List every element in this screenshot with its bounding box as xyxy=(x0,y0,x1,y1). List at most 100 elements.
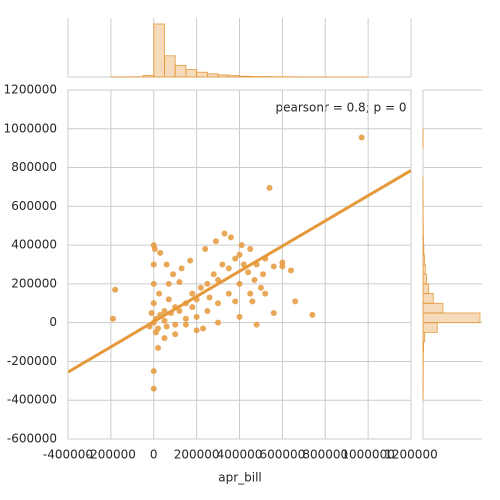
marginal-x-bar xyxy=(185,69,198,78)
point xyxy=(245,269,252,276)
point xyxy=(292,298,299,305)
marginal-y-bar xyxy=(422,293,434,304)
point xyxy=(262,290,269,297)
marginal-y-bar xyxy=(422,302,444,314)
marginal-x-bar xyxy=(217,74,230,78)
point xyxy=(189,304,196,311)
point xyxy=(287,267,294,274)
x-tick-label: 1200000 xyxy=(384,448,437,462)
point xyxy=(193,327,200,334)
point xyxy=(247,290,254,297)
x-tick-label: 400000 xyxy=(217,448,263,462)
point xyxy=(151,245,158,252)
point xyxy=(238,242,245,249)
marginal-y-bar xyxy=(422,341,424,353)
x-tick-label: -200000 xyxy=(86,448,136,462)
point xyxy=(309,311,316,318)
plot-layer: -400000-200000 0 2000004000006000008000001… xyxy=(4,18,482,462)
axes-frame xyxy=(67,89,412,440)
y-tick-label: 600000 xyxy=(11,199,57,213)
marginal-x-bar xyxy=(206,73,219,78)
y-tick-label: 1000000 xyxy=(4,121,57,135)
point xyxy=(236,313,243,320)
point xyxy=(225,265,232,272)
marginal-x-bar xyxy=(239,75,251,78)
marginal-y-bar xyxy=(422,254,425,265)
point xyxy=(266,184,273,191)
y-tick-label: -600000 xyxy=(7,432,57,446)
point xyxy=(172,321,179,328)
marginal-y-bar xyxy=(422,331,426,343)
point xyxy=(270,263,277,270)
point xyxy=(182,315,189,322)
point xyxy=(232,298,239,305)
point xyxy=(148,309,155,316)
point xyxy=(210,271,217,278)
point xyxy=(358,134,365,141)
point xyxy=(178,265,185,272)
y-tick-label: 1200000 xyxy=(4,83,57,97)
x-tick-label: 800000 xyxy=(302,448,348,462)
marginal-y-bar xyxy=(422,273,427,285)
point xyxy=(240,261,247,268)
point xyxy=(253,321,260,328)
point xyxy=(182,321,189,328)
point xyxy=(155,344,162,351)
point xyxy=(202,245,209,252)
point xyxy=(150,280,157,287)
marginal-x-bar xyxy=(196,71,208,78)
marginal-y-bar xyxy=(422,283,430,294)
y-tick-label: 400000 xyxy=(11,238,57,252)
point xyxy=(187,257,194,264)
point xyxy=(219,261,226,268)
regression-line xyxy=(68,169,411,374)
point xyxy=(112,286,119,293)
point xyxy=(156,290,163,297)
point xyxy=(257,284,264,291)
point xyxy=(176,308,183,315)
point xyxy=(204,308,211,315)
point xyxy=(204,280,211,287)
x-axis-label: apr_bill xyxy=(218,471,262,485)
y-tick-label: -200000 xyxy=(7,354,57,368)
point xyxy=(236,251,243,258)
marginal-x-bar xyxy=(164,55,176,78)
point xyxy=(150,368,157,375)
x-tick-label: -400000 xyxy=(43,448,93,462)
point xyxy=(215,300,222,307)
point xyxy=(152,329,159,336)
point xyxy=(165,280,172,287)
point xyxy=(161,335,168,342)
point xyxy=(157,249,164,256)
point xyxy=(212,238,219,245)
point xyxy=(150,300,157,307)
point xyxy=(165,296,172,303)
grid xyxy=(67,18,482,440)
point xyxy=(221,230,228,237)
marginal-y-bar xyxy=(422,264,426,275)
point xyxy=(193,313,200,320)
point xyxy=(236,280,243,287)
point xyxy=(150,385,157,392)
point xyxy=(251,277,258,284)
point xyxy=(260,271,267,278)
point xyxy=(249,298,256,305)
marginal-x-bar xyxy=(142,75,155,78)
marginal-x-bar xyxy=(228,75,240,78)
point xyxy=(215,319,222,326)
tick-labels: -400000-200000 0 2000004000006000008000001… xyxy=(4,83,438,462)
marginal-y-bar xyxy=(422,244,425,256)
point xyxy=(161,317,168,324)
y-tick-label: -400000 xyxy=(7,393,57,407)
point xyxy=(206,294,213,301)
x-tick-label: 0 xyxy=(150,448,158,462)
point xyxy=(150,261,157,268)
point xyxy=(172,331,179,338)
x-tick-label: 1000000 xyxy=(341,448,394,462)
marginal-y-bar xyxy=(422,312,481,324)
marginal-y-bar xyxy=(422,322,438,333)
y-tick-label: 0 xyxy=(49,315,57,329)
point xyxy=(161,308,168,315)
point xyxy=(189,290,196,297)
